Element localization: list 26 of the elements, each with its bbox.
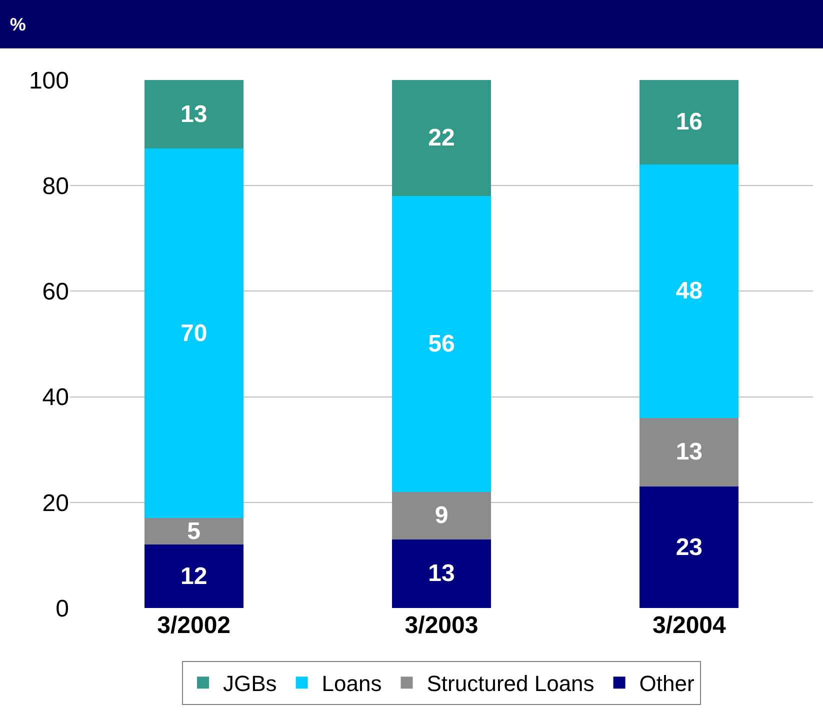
y-tick-label: 20 <box>42 490 69 517</box>
data-label: 56 <box>428 330 455 358</box>
y-tick-label: 100 <box>28 67 69 94</box>
legend-label: Structured Loans <box>426 671 594 696</box>
x-tick-label: 3/2004 <box>652 612 727 639</box>
data-label: 16 <box>676 108 703 136</box>
data-label: 13 <box>428 560 455 588</box>
y-tick-label: 40 <box>42 384 69 412</box>
y-tick-label: 60 <box>42 278 69 306</box>
data-label: 13 <box>676 438 703 466</box>
data-label: 70 <box>180 320 208 347</box>
y-tick-label: 0 <box>56 595 69 622</box>
data-label: 12 <box>180 562 208 590</box>
x-tick-label: 3/2002 <box>157 612 231 639</box>
data-label: 23 <box>676 534 703 561</box>
legend-label: Other <box>639 671 694 696</box>
x-tick-label: 3/2003 <box>404 612 478 639</box>
legend-label: Loans <box>322 671 382 696</box>
data-label: 48 <box>676 278 703 305</box>
data-label: 5 <box>187 518 201 545</box>
y-tick-label: 80 <box>42 173 69 200</box>
chart-title: % <box>10 14 26 35</box>
data-label: 13 <box>180 100 208 128</box>
data-label: 9 <box>434 502 448 530</box>
data-label: 22 <box>428 124 455 152</box>
legend-label: JGBs <box>223 671 277 696</box>
